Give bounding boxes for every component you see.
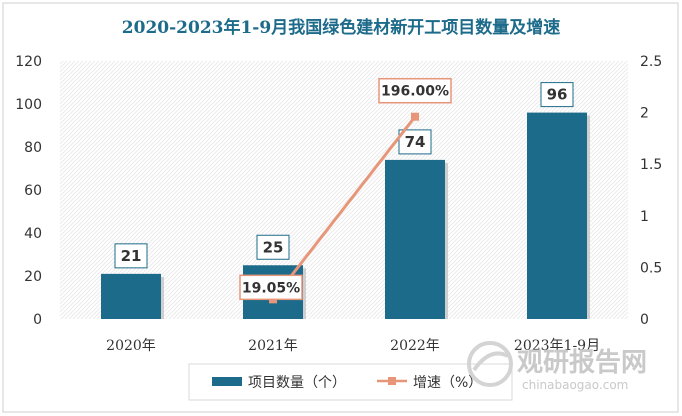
category-label: 2020年 [106, 338, 156, 354]
bar-value-label: 96 [547, 86, 568, 104]
legend-box [188, 363, 513, 401]
right-tick-label: 0 [640, 312, 649, 328]
legend-bar-label: 项目数量（个） [248, 375, 346, 391]
left-tick-label: 80 [24, 140, 42, 156]
legend-bar-swatch [212, 377, 242, 386]
watermark-url: chinabaogao.com [522, 378, 628, 392]
line-labels: 19.05% 196.00% [239, 77, 452, 301]
chart-title: 2020-2023年1-9月我国绿色建材新开工项目数量及增速 [122, 17, 560, 38]
bars [101, 112, 590, 319]
legend-line-marker [388, 377, 396, 385]
watermark-logo [467, 341, 513, 387]
growth-value-label: 196.00% [381, 84, 449, 100]
bar-value-label: 74 [405, 133, 426, 151]
right-tick-label: 0.5 [640, 260, 662, 276]
bar [101, 273, 161, 319]
left-axis-ticks: 0 20 40 60 80 100 120 [15, 54, 42, 328]
bar-value-label: 21 [121, 247, 142, 265]
right-axis-ticks: 0 0.5 1 1.5 2 2.5 [640, 54, 662, 328]
left-tick-label: 0 [33, 312, 42, 328]
right-tick-label: 2 [640, 106, 649, 122]
growth-label-box [239, 274, 303, 301]
legend-line-label: 增速（%） [413, 375, 482, 391]
growth-line-path [271, 115, 417, 301]
bar-label-box [114, 243, 148, 269]
growth-value-label: 19.05% [242, 280, 300, 296]
category-label: 2023年1-9月 [514, 338, 600, 354]
growth-label-box [378, 77, 452, 104]
right-tick-label: 2.5 [640, 54, 662, 70]
bar [385, 159, 445, 319]
category-label: 2021年 [248, 338, 298, 354]
right-tick-label: 1 [640, 209, 649, 225]
bar-label-box [398, 129, 432, 155]
left-tick-label: 60 [24, 183, 42, 199]
left-tick-label: 120 [15, 54, 42, 70]
category-label: 2022年 [390, 338, 440, 354]
right-tick-label: 1.5 [640, 157, 662, 173]
watermark-name: 观研报告网 [517, 347, 647, 378]
category-labels: 2020年 2021年 2022年 2023年1-9月 [106, 338, 600, 354]
bar-label-box [256, 234, 290, 260]
left-tick-label: 100 [15, 97, 42, 113]
bar [527, 112, 587, 319]
bar-labels: 21 25 74 96 [114, 82, 574, 269]
left-tick-label: 20 [24, 269, 42, 285]
bar-label-box [540, 82, 574, 108]
bar-value-label: 25 [263, 238, 284, 256]
growth-point [411, 112, 419, 121]
left-tick-label: 40 [24, 226, 42, 242]
